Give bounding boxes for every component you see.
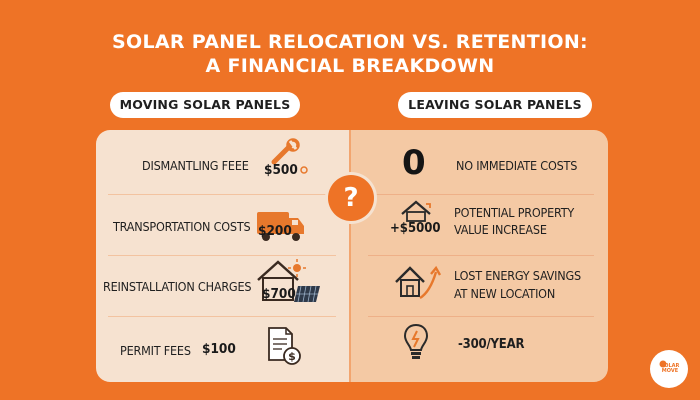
property-value-line-2: VALUE INCREASE xyxy=(454,222,547,237)
property-value-line-1: POTENTIAL PROPERTY xyxy=(454,205,575,220)
house-solar-icon xyxy=(257,259,320,303)
lost-savings-line-2: AT NEW LOCATION xyxy=(454,286,556,301)
leaving-header: LEAVING SOLAR PANELS xyxy=(398,92,592,118)
reinstallation-amount: $700 xyxy=(262,286,296,302)
no-cost-label: NO IMMEDIATE COSTS xyxy=(456,158,578,173)
moving-panel xyxy=(96,130,350,382)
row-separator xyxy=(368,316,594,317)
no-cost-value: 0 xyxy=(402,143,426,183)
question-badge: ? xyxy=(328,175,374,221)
leaving-panel xyxy=(350,130,608,382)
moving-header: MOVING SOLAR PANELS xyxy=(110,92,300,118)
dismantling-amount: $500 xyxy=(264,162,298,178)
yearly-loss-label: -300/YEAR xyxy=(458,337,525,352)
brand-logo-text: SOLAR MOVE xyxy=(660,363,680,374)
row-separator xyxy=(108,194,336,195)
lightbulb-icon xyxy=(403,323,429,359)
row-separator xyxy=(368,194,594,195)
house-arrow-icon xyxy=(401,200,431,222)
wrench-icon xyxy=(271,138,300,165)
brand-logo: SOLAR MOVE xyxy=(650,350,688,388)
permit-amount: $100 xyxy=(202,341,236,357)
row-separator xyxy=(368,255,594,256)
transportation-amount: $200 xyxy=(258,223,292,239)
transportation-label: TRANSPORTATION COSTS xyxy=(113,219,251,234)
truck-icon xyxy=(257,212,304,241)
center-divider xyxy=(349,130,351,382)
dismantling-label: DISMANTLING FEEE xyxy=(142,158,249,173)
house-growth-icon xyxy=(395,265,442,300)
row-separator xyxy=(108,255,336,256)
title-line-2: A FINANCIAL BREAKDOWN xyxy=(205,55,495,77)
permit-label: PERMIT FEES xyxy=(120,343,191,358)
lost-savings-line-1: LOST ENERGY SAVINGS xyxy=(454,268,581,283)
page-title: SOLAR PANEL RELOCATION VS. RETENTION: A … xyxy=(0,30,700,78)
document-dollar-icon: $ xyxy=(268,327,301,365)
tag-ring-icon xyxy=(300,166,308,174)
title-line-1: SOLAR PANEL RELOCATION VS. RETENTION: xyxy=(112,31,588,53)
sun-logo-icon xyxy=(659,360,667,368)
reinstallation-label: REINSTALLATION CHARGES xyxy=(103,279,252,294)
property-value-amount: +$5000 xyxy=(390,221,441,236)
row-separator xyxy=(108,316,336,317)
svg-text:$: $ xyxy=(288,350,296,363)
